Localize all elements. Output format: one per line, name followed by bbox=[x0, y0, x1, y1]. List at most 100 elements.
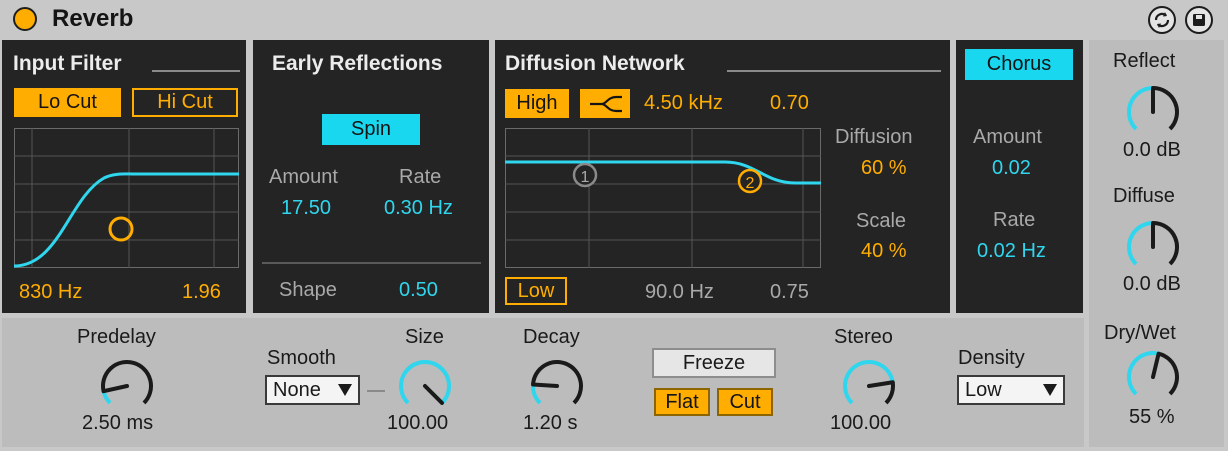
size-label: Size bbox=[405, 326, 444, 348]
chorus-amount-label: Amount bbox=[973, 126, 1042, 148]
low-band-marker-label: 1 bbox=[581, 169, 590, 186]
er-amount-value[interactable]: 17.50 bbox=[281, 197, 332, 219]
size-value: 100.00 bbox=[387, 412, 449, 434]
knob-track bbox=[1152, 221, 1179, 266]
early-reflections-panel: Early Reflections Spin Amount 17.50 Rate… bbox=[253, 40, 489, 313]
high-band-marker[interactable] bbox=[737, 168, 763, 194]
shelf-type-button[interactable] bbox=[580, 89, 630, 118]
stereo-label: Stereo bbox=[834, 326, 893, 348]
high-band-marker-label: 2 bbox=[746, 175, 755, 192]
knob-value-arc bbox=[843, 360, 895, 405]
smooth-label: Smooth bbox=[267, 347, 336, 369]
device-on-toggle[interactable] bbox=[13, 7, 37, 31]
knob-value-arc bbox=[399, 360, 451, 405]
knob-track bbox=[1152, 86, 1179, 131]
predelay-value: 2.50 ms bbox=[82, 412, 154, 434]
chorus-amount-value[interactable]: 0.02 bbox=[992, 157, 1031, 179]
diffuse-value: 0.0 dB bbox=[1123, 273, 1181, 295]
filter-freq-value[interactable]: 830 Hz bbox=[19, 281, 83, 303]
chorus-panel: Chorus Amount 0.02 Rate 0.02 Hz bbox=[956, 40, 1083, 313]
chevron-down-icon bbox=[338, 384, 352, 396]
save-preset-icon[interactable] bbox=[1185, 6, 1213, 34]
shelf-icon bbox=[590, 95, 622, 113]
density-label: Density bbox=[958, 347, 1025, 369]
input-filter-title: Input Filter bbox=[13, 52, 122, 75]
diffusion-eq-display[interactable]: 1 2 bbox=[505, 128, 821, 268]
decay-value: 1.20 s bbox=[523, 412, 578, 434]
stereo-value: 100.00 bbox=[830, 412, 892, 434]
flat-toggle[interactable]: Flat bbox=[654, 388, 710, 416]
reflect-value: 0.0 dB bbox=[1123, 139, 1181, 161]
knob-pointer bbox=[531, 382, 559, 388]
title-divider bbox=[727, 70, 941, 72]
global-section: Predelay 2.50 ms Smooth None Size 100.00… bbox=[2, 318, 1084, 447]
decay-knob[interactable] bbox=[525, 354, 589, 418]
density-dropdown[interactable]: Low bbox=[957, 375, 1065, 405]
knob-track bbox=[101, 360, 153, 405]
output-section: Reflect 0.0 dB Diffuse 0.0 dB Dry/Wet 55… bbox=[1089, 40, 1224, 447]
cut-toggle[interactable]: Cut bbox=[717, 388, 773, 416]
diffuse-knob[interactable] bbox=[1121, 215, 1185, 279]
smooth-dropdown-value: None bbox=[273, 379, 321, 401]
knob-value-arc bbox=[531, 384, 542, 405]
smooth-dropdown[interactable]: None bbox=[265, 375, 360, 405]
early-reflections-title: Early Reflections bbox=[272, 52, 443, 75]
spin-toggle[interactable]: Spin bbox=[322, 114, 420, 145]
er-rate-value[interactable]: 0.30 Hz bbox=[384, 197, 453, 219]
high-freq-value[interactable]: 4.50 kHz bbox=[644, 92, 723, 114]
filter-handle[interactable] bbox=[108, 216, 134, 242]
diffuse-label: Diffuse bbox=[1113, 185, 1175, 207]
device-title-bar: Reverb bbox=[0, 0, 1228, 38]
diffusion-label: Diffusion bbox=[835, 126, 913, 148]
predelay-knob[interactable] bbox=[95, 354, 159, 418]
filter-curve bbox=[14, 172, 239, 268]
knob-value-arc bbox=[1127, 221, 1154, 266]
knob-pointer bbox=[423, 384, 444, 405]
predelay-label: Predelay bbox=[77, 326, 156, 348]
size-knob[interactable] bbox=[393, 354, 457, 418]
diffusion-curve bbox=[505, 160, 821, 185]
chevron-down-icon bbox=[1043, 384, 1057, 396]
hot-swap-icon[interactable] bbox=[1148, 6, 1176, 34]
knob-pointer bbox=[1151, 351, 1161, 379]
diffusion-network-title: Diffusion Network bbox=[505, 52, 685, 75]
decay-label: Decay bbox=[523, 326, 580, 348]
device-title: Reverb bbox=[52, 5, 134, 32]
knob-track bbox=[531, 360, 583, 405]
low-band-marker[interactable] bbox=[572, 162, 598, 188]
knob-value-arc bbox=[1127, 351, 1160, 396]
drywet-value: 55 % bbox=[1129, 406, 1175, 428]
freeze-button[interactable]: Freeze bbox=[652, 348, 776, 378]
hi-cut-toggle[interactable]: Hi Cut bbox=[132, 88, 238, 117]
input-filter-panel: Input Filter Lo Cut Hi Cut 830 Hz 1.96 bbox=[2, 40, 246, 313]
scale-label: Scale bbox=[856, 210, 907, 232]
knob-track bbox=[1158, 351, 1179, 396]
chorus-toggle[interactable]: Chorus bbox=[965, 49, 1073, 80]
high-q-value[interactable]: 0.70 bbox=[770, 92, 809, 114]
drywet-knob[interactable] bbox=[1121, 345, 1185, 409]
lo-cut-toggle[interactable]: Lo Cut bbox=[14, 88, 121, 117]
diffusion-value[interactable]: 60 % bbox=[861, 157, 907, 179]
chorus-rate-label: Rate bbox=[993, 209, 1036, 231]
er-amount-label: Amount bbox=[269, 166, 338, 188]
low-freq-value[interactable]: 90.0 Hz bbox=[645, 281, 714, 303]
knob-pointer bbox=[101, 384, 129, 394]
scale-value[interactable]: 40 % bbox=[861, 240, 907, 262]
filter-q-value[interactable]: 1.96 bbox=[182, 281, 221, 303]
knob-value-arc bbox=[1127, 86, 1154, 131]
low-q-value[interactable]: 0.75 bbox=[770, 281, 809, 303]
knob-pointer bbox=[867, 380, 895, 388]
chorus-rate-value[interactable]: 0.02 Hz bbox=[977, 240, 1046, 262]
density-dropdown-value: Low bbox=[965, 379, 1002, 401]
er-divider bbox=[262, 262, 481, 264]
low-shelf-toggle[interactable]: Low bbox=[505, 277, 567, 305]
er-rate-label: Rate bbox=[399, 166, 442, 188]
input-filter-display[interactable] bbox=[14, 128, 239, 268]
drywet-label: Dry/Wet bbox=[1104, 322, 1176, 344]
er-shape-label: Shape bbox=[279, 279, 337, 301]
smooth-size-link bbox=[367, 390, 385, 392]
er-shape-value[interactable]: 0.50 bbox=[399, 279, 438, 301]
reflect-knob[interactable] bbox=[1121, 80, 1185, 144]
stereo-knob[interactable] bbox=[837, 354, 901, 418]
high-shelf-toggle[interactable]: High bbox=[505, 89, 569, 118]
